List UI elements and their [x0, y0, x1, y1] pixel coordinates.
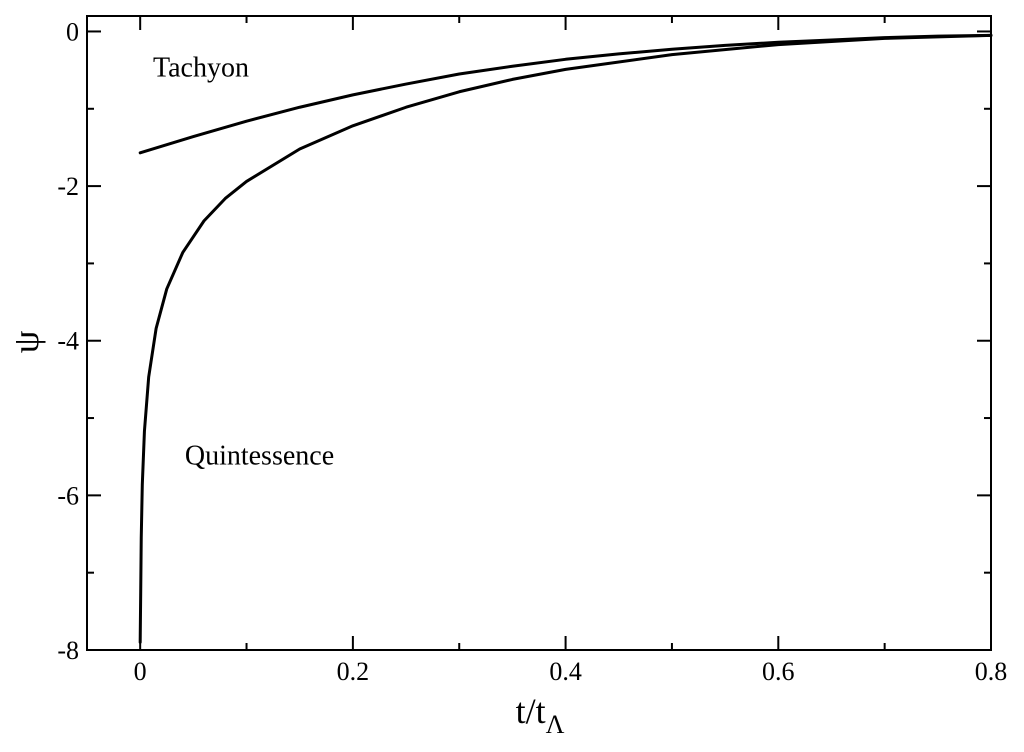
series-group [138, 33, 993, 644]
x-tick-label: 0 [134, 657, 147, 686]
ticks-group [87, 16, 992, 651]
y-tick-label: -6 [57, 481, 79, 510]
annotations-group: Tachyon Quintessence [153, 52, 334, 471]
plot-frame [86, 15, 992, 651]
x-tick-label: 0.2 [337, 657, 370, 686]
x-tick-label: 0.6 [762, 657, 795, 686]
quintessence-curve [138, 33, 993, 644]
tachyon-curve [138, 33, 993, 155]
plot-frame-group [86, 15, 992, 651]
tick-labels-group: 0 0.2 0.4 0.6 0.8 -8 -6 -4 -2 0 [57, 17, 1007, 686]
y-tick-label: -8 [57, 636, 79, 665]
y-tick-label: -2 [57, 172, 79, 201]
x-axis-title: t/tΛ [516, 691, 565, 739]
axis-titles-group: t/tΛ ψ [6, 330, 565, 739]
y-axis-title: ψ [6, 330, 46, 353]
annotation-quintessence: Quintessence [185, 440, 334, 471]
y-tick-label: 0 [66, 17, 79, 46]
x-axis-title-main: t/t [516, 691, 546, 731]
x-axis-title-subscript: Λ [546, 710, 565, 739]
x-tick-label: 0.8 [975, 657, 1008, 686]
annotation-tachyon: Tachyon [153, 52, 249, 83]
y-tick-label: -4 [57, 327, 79, 356]
x-tick-label: 0.4 [549, 657, 582, 686]
